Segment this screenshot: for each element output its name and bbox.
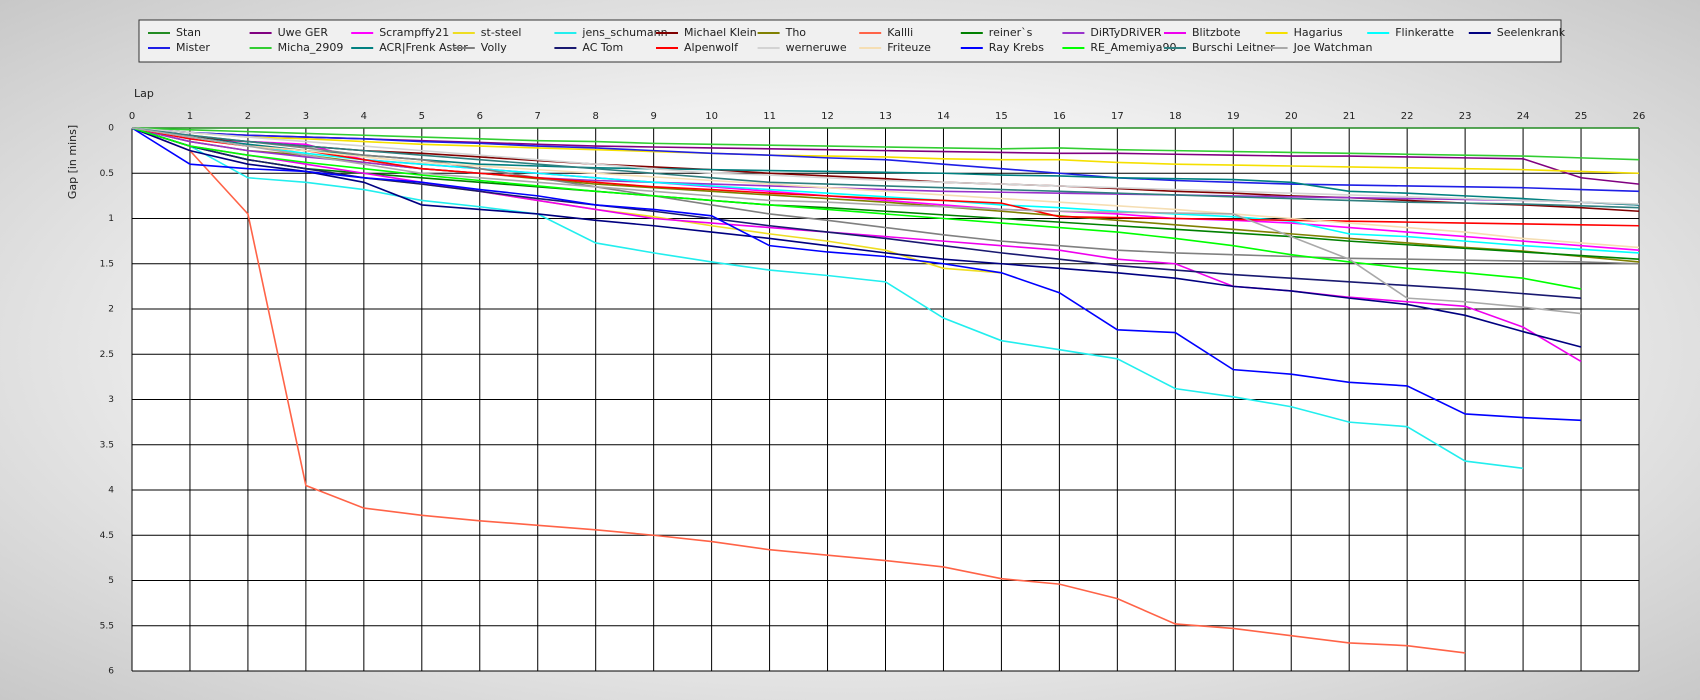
series-line (131, 127, 1640, 265)
legend-label: jens_schumann (581, 26, 667, 39)
y-tick-label: 4 (108, 486, 114, 496)
legend-label: st-steel (481, 26, 522, 39)
x-tick-label: 7 (535, 111, 541, 122)
legend-label: Uwe GER (278, 26, 329, 39)
y-tick-label: 2 (108, 305, 114, 315)
legend-label: Seelenkrank (1497, 26, 1566, 39)
series-line (131, 127, 1640, 193)
legend-label: Alpenwolf (684, 41, 739, 54)
legend-label: RE_Amemiya90 (1090, 41, 1176, 54)
legend-label: Burschi Leitner (1192, 41, 1275, 54)
x-tick-label: 14 (937, 111, 950, 122)
series-line (131, 127, 1640, 227)
series-line (131, 127, 1524, 470)
x-tick-label: 15 (995, 111, 1008, 122)
x-tick-label: 0 (129, 111, 135, 122)
y-tick-label: 1 (108, 214, 114, 224)
series-line (131, 127, 1640, 205)
legend-label: Flinkeratte (1395, 26, 1454, 39)
series-line (131, 127, 1640, 261)
y-axis-label: Gap [in mins] (66, 125, 79, 199)
legend-label: Blitzbote (1192, 26, 1241, 39)
series-line (131, 127, 1582, 422)
x-tick-label: 25 (1575, 111, 1588, 122)
legend-label: Ray Krebs (989, 41, 1044, 54)
x-tick-label: 6 (477, 111, 483, 122)
x-tick-label: 20 (1285, 111, 1298, 122)
x-tick-label: 11 (763, 111, 776, 122)
series-line (131, 127, 1640, 254)
legend-label: ACR|Frenk Astor (379, 41, 468, 54)
x-tick-label: 21 (1343, 111, 1356, 122)
x-tick-label: 13 (879, 111, 892, 122)
legend-label: Friteuze (887, 41, 931, 54)
x-tick-label: 24 (1517, 111, 1530, 122)
y-tick-label: 5.5 (100, 621, 114, 631)
legend-label: Volly (481, 41, 508, 54)
series-line (131, 127, 1640, 209)
legend-label: AC Tom (582, 41, 623, 54)
legend-label: Micha_2909 (278, 41, 344, 54)
y-tick-label: 6 (108, 667, 114, 677)
series-line (131, 127, 1582, 315)
series-line (131, 127, 1640, 175)
legend-label: Scrampffy21 (379, 26, 449, 39)
x-tick-label: 3 (303, 111, 309, 122)
y-tick-label: 2.5 (100, 350, 114, 360)
x-tick-label: 12 (821, 111, 834, 122)
x-tick-label: 17 (1111, 111, 1124, 122)
legend-label: DiRTyDRiVER (1090, 26, 1162, 39)
x-tick-label: 9 (650, 111, 656, 122)
legend-label: Tho (785, 26, 807, 39)
y-tick-label: 3 (108, 395, 114, 405)
x-tick-label: 19 (1227, 111, 1240, 122)
x-tick-label: 23 (1459, 111, 1472, 122)
legend-label: Hagarius (1294, 26, 1343, 39)
legend-label: reiner`s (989, 26, 1033, 39)
y-tick-label: 5 (108, 576, 114, 586)
series-line (131, 127, 1640, 161)
legend-label: Stan (176, 26, 201, 39)
legend-label: Mister (176, 41, 210, 54)
x-tick-label: 10 (705, 111, 718, 122)
series-line (131, 127, 1582, 290)
legend-box (138, 19, 1562, 63)
y-tick-label: 1.5 (100, 259, 114, 269)
series-line (131, 127, 1640, 249)
legend-label: Kallli (887, 26, 913, 39)
legend-label: werneruwe (786, 41, 847, 54)
x-tick-label: 4 (361, 111, 367, 122)
x-tick-label: 8 (593, 111, 599, 122)
y-tick-label: 0.5 (100, 169, 114, 179)
x-tick-label: 16 (1053, 111, 1066, 122)
x-tick-label: 22 (1401, 111, 1414, 122)
x-tick-label: 2 (245, 111, 251, 122)
series-line (131, 127, 1582, 348)
y-tick-label: 3.5 (100, 440, 114, 450)
series-line (131, 127, 1466, 654)
y-tick-label: 4.5 (100, 531, 114, 541)
legend-label: Michael Klein (684, 26, 757, 39)
x-tick-label: 18 (1169, 111, 1182, 122)
series-line (131, 127, 1640, 206)
x-tick-label: 1 (187, 111, 193, 122)
x-tick-label: 26 (1633, 111, 1646, 122)
x-tick-label: 5 (419, 111, 425, 122)
y-tick-label: 0 (108, 124, 114, 134)
x-axis-label: Lap (134, 87, 154, 100)
legend-label: Joe Watchman (1293, 41, 1373, 54)
